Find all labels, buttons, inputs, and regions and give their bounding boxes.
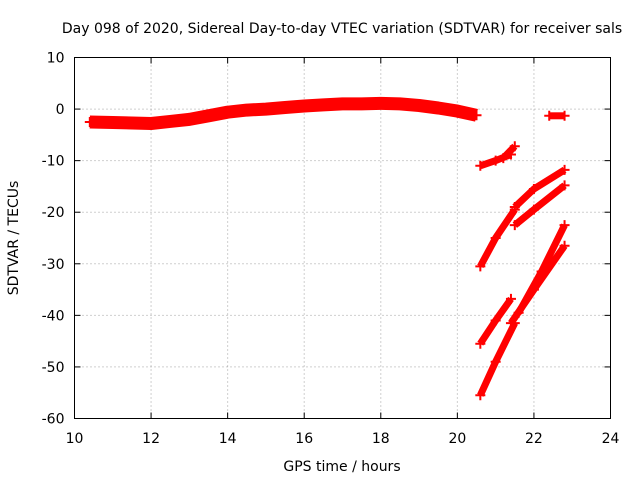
data-point-marker [299, 100, 310, 111]
data-point-marker [433, 103, 444, 114]
data-point-marker [490, 155, 501, 166]
y-axis-label: SDTVAR / TECUs [6, 181, 22, 296]
data-point-marker [375, 98, 386, 109]
data-point-marker [471, 110, 482, 121]
data-point-marker [559, 110, 570, 121]
data-point-marker [475, 338, 486, 349]
x-tick-label: 18 [372, 431, 390, 447]
data-point-marker [505, 293, 516, 304]
y-tick-label: 10 [47, 51, 65, 67]
data-point-marker [241, 105, 252, 116]
x-tick-label: 24 [602, 431, 620, 447]
data-point-marker [536, 266, 547, 277]
data-point-marker [475, 160, 486, 171]
data-point-marker [165, 116, 176, 127]
x-tick-label: 14 [219, 431, 237, 447]
data-point-marker [126, 117, 137, 128]
data-track-7 [512, 182, 567, 228]
data-point-marker [490, 315, 501, 326]
data-point-marker [394, 98, 405, 109]
data-point-marker [559, 240, 570, 251]
y-tick-label: -30 [42, 257, 65, 273]
data-point-marker [528, 204, 539, 215]
data-point-marker [559, 180, 570, 191]
data-track-3 [500, 143, 518, 161]
data-point-marker [280, 102, 291, 113]
data-point-marker [203, 110, 214, 121]
y-tick-label: -20 [42, 205, 65, 221]
y-tick-label: -50 [42, 360, 65, 376]
data-point-marker [490, 356, 501, 367]
data-point-marker [337, 98, 348, 109]
data-point-marker [528, 184, 539, 195]
data-point-marker [107, 117, 118, 128]
y-tick-label: -40 [42, 308, 65, 324]
y-tick-labels: 10 0 -10 -20 -30 -40 -50 -60 [42, 51, 65, 428]
data-point-marker [84, 116, 95, 127]
data-point-marker [260, 104, 271, 115]
plot-frame [74, 57, 611, 419]
data-point-marker [146, 118, 157, 129]
data-point-marker [505, 318, 516, 329]
data-point-marker [559, 220, 570, 231]
data-point-marker [509, 202, 520, 213]
x-tick-label: 20 [448, 431, 466, 447]
data-point-marker [452, 106, 463, 117]
series-layer [84, 96, 570, 401]
data-point-marker [490, 233, 501, 243]
data-point-marker [222, 107, 233, 118]
data-point-marker [475, 261, 486, 272]
chart-title: Day 098 of 2020, Sidereal Day-to-day VTE… [62, 21, 622, 37]
data-point-marker [356, 98, 367, 109]
x-tick-label: 22 [525, 431, 543, 447]
data-point-marker [414, 100, 425, 111]
data-point-marker [544, 110, 555, 121]
data-point-marker [513, 307, 524, 318]
x-axis-label: GPS time / hours [283, 459, 400, 475]
grid [74, 57, 611, 419]
data-point-marker [318, 99, 329, 110]
data-point-marker [559, 164, 570, 175]
data-point-marker [509, 220, 520, 231]
y-tick-label: -60 [42, 412, 65, 428]
y-tick-label: 0 [56, 102, 65, 118]
x-tick-labels: 10 12 14 16 18 20 22 24 [66, 431, 620, 447]
data-point-marker [475, 390, 486, 401]
data-point-marker [509, 141, 520, 152]
x-tick-label: 12 [142, 431, 160, 447]
data-point-marker [184, 114, 195, 125]
y-tick-label: -10 [42, 154, 65, 170]
data-point-marker [498, 153, 509, 164]
x-tick-label: 10 [66, 431, 84, 447]
x-tick-label: 16 [295, 431, 313, 447]
